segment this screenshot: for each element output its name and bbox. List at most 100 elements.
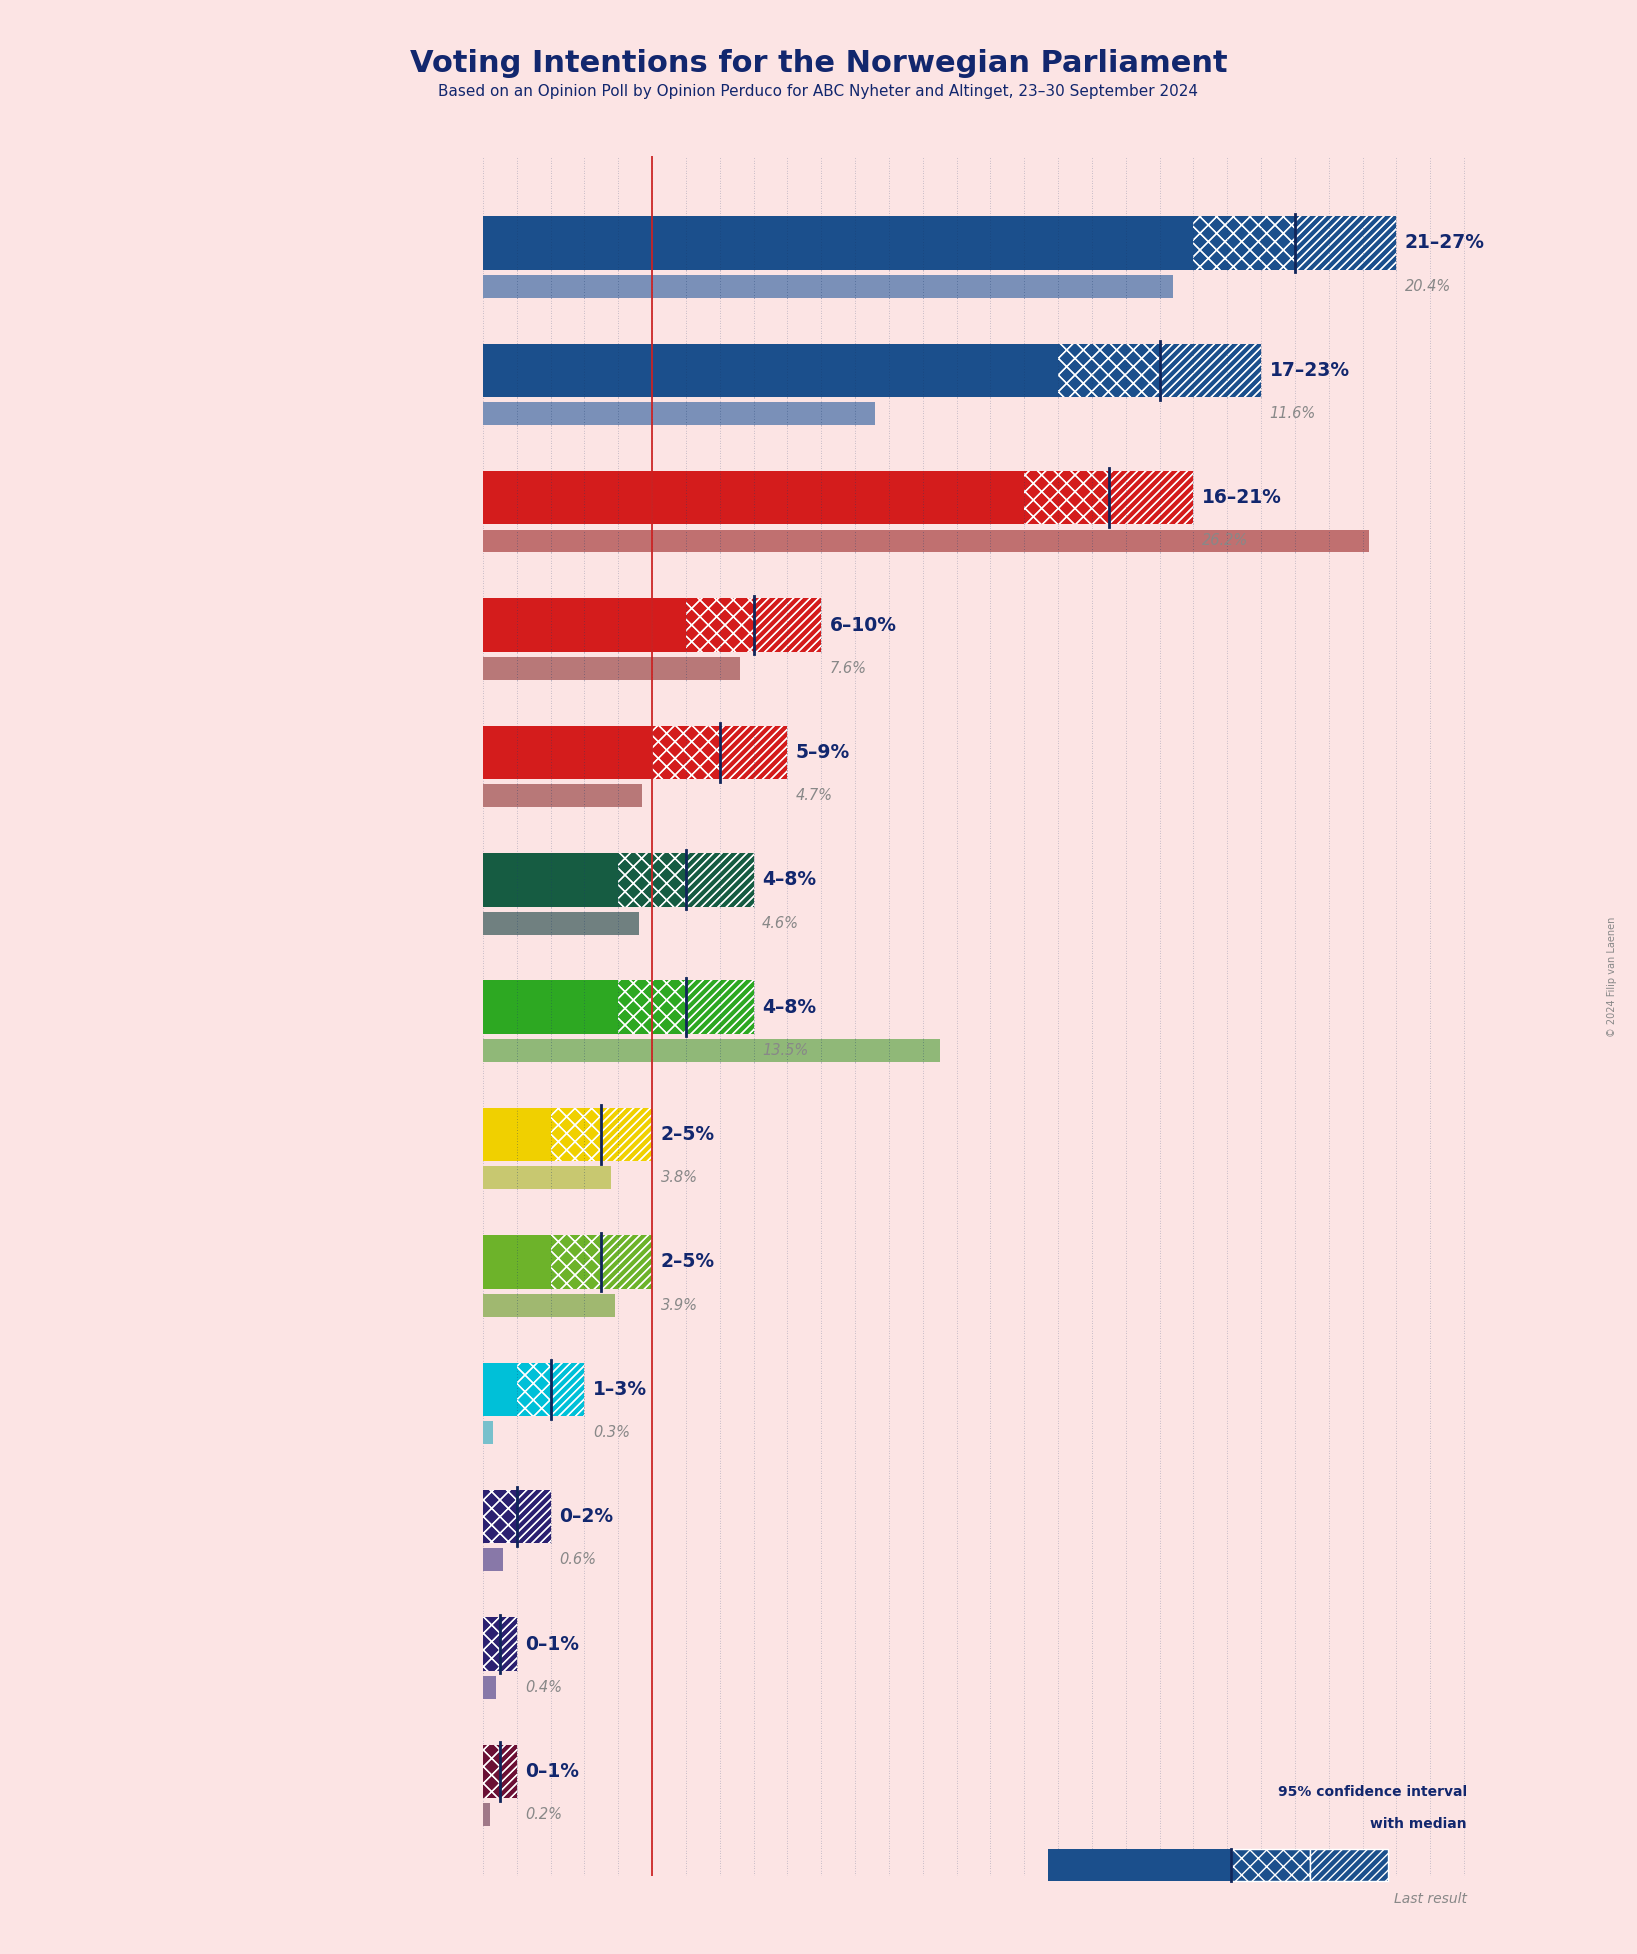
Bar bbox=[619, 854, 686, 907]
Text: 21–27%: 21–27% bbox=[1405, 233, 1485, 252]
Bar bbox=[483, 1489, 517, 1544]
Bar bbox=[1058, 344, 1159, 397]
Bar bbox=[483, 1745, 499, 1798]
Bar bbox=[483, 913, 638, 934]
Text: 2–5%: 2–5% bbox=[661, 1126, 715, 1143]
Bar bbox=[1108, 471, 1193, 524]
Text: 0.6%: 0.6% bbox=[558, 1553, 596, 1567]
Text: 20.4%: 20.4% bbox=[1405, 279, 1450, 293]
Bar bbox=[483, 1745, 499, 1798]
Bar bbox=[483, 1618, 517, 1671]
Bar bbox=[483, 1677, 496, 1698]
Text: 4.6%: 4.6% bbox=[763, 916, 799, 930]
Bar bbox=[1231, 1848, 1310, 1882]
Bar bbox=[753, 598, 822, 653]
Bar bbox=[601, 1108, 652, 1161]
Bar bbox=[483, 1362, 584, 1417]
Bar bbox=[601, 1235, 652, 1288]
Bar bbox=[499, 1745, 517, 1798]
Bar bbox=[483, 1489, 550, 1544]
Bar bbox=[483, 784, 642, 807]
Bar bbox=[483, 598, 822, 653]
Bar bbox=[499, 1618, 517, 1671]
Bar bbox=[483, 1421, 493, 1444]
Text: 17–23%: 17–23% bbox=[1270, 361, 1349, 379]
Bar bbox=[1048, 1915, 1388, 1934]
Bar bbox=[483, 403, 876, 426]
Text: with median: with median bbox=[1370, 1817, 1467, 1831]
Text: 1–3%: 1–3% bbox=[593, 1380, 647, 1399]
Text: 4–8%: 4–8% bbox=[763, 870, 817, 889]
Text: 11.6%: 11.6% bbox=[1270, 406, 1316, 422]
Text: 0–2%: 0–2% bbox=[558, 1507, 614, 1526]
Bar bbox=[483, 725, 787, 780]
Bar bbox=[1193, 217, 1295, 270]
Bar bbox=[1159, 344, 1260, 397]
Bar bbox=[483, 1294, 616, 1317]
Bar bbox=[483, 1745, 517, 1798]
Text: 0–1%: 0–1% bbox=[525, 1635, 579, 1653]
Bar bbox=[517, 1362, 550, 1417]
Bar bbox=[720, 725, 787, 780]
Bar bbox=[483, 471, 1193, 524]
Bar bbox=[1159, 344, 1260, 397]
Bar bbox=[499, 1618, 517, 1671]
Text: 0–1%: 0–1% bbox=[525, 1763, 579, 1780]
Text: 4.7%: 4.7% bbox=[796, 787, 833, 803]
Bar bbox=[601, 1235, 652, 1288]
Bar bbox=[550, 1108, 601, 1161]
Text: 4–8%: 4–8% bbox=[763, 998, 817, 1016]
Bar bbox=[483, 1167, 612, 1190]
Text: 3.8%: 3.8% bbox=[661, 1170, 697, 1186]
Bar bbox=[550, 1362, 584, 1417]
Bar bbox=[619, 854, 686, 907]
Bar bbox=[483, 344, 1260, 397]
Bar bbox=[601, 1108, 652, 1161]
Bar bbox=[686, 981, 753, 1034]
Bar bbox=[1058, 344, 1159, 397]
Bar bbox=[1310, 1848, 1388, 1882]
Bar bbox=[483, 1235, 652, 1288]
Text: Voting Intentions for the Norwegian Parliament: Voting Intentions for the Norwegian Parl… bbox=[409, 49, 1228, 78]
Bar bbox=[483, 530, 1369, 553]
Text: 6–10%: 6–10% bbox=[830, 616, 897, 635]
Bar bbox=[483, 981, 753, 1034]
Bar bbox=[483, 1489, 517, 1544]
Bar bbox=[1295, 217, 1396, 270]
Bar bbox=[1048, 1848, 1231, 1882]
Text: Last result: Last result bbox=[1393, 1893, 1467, 1907]
Text: © 2024 Filip van Laenen: © 2024 Filip van Laenen bbox=[1608, 916, 1617, 1038]
Bar bbox=[1108, 471, 1193, 524]
Bar bbox=[1025, 471, 1108, 524]
Text: 2–5%: 2–5% bbox=[661, 1253, 715, 1272]
Bar bbox=[550, 1362, 584, 1417]
Text: 16–21%: 16–21% bbox=[1202, 488, 1282, 508]
Bar bbox=[483, 1804, 489, 1827]
Bar bbox=[720, 725, 787, 780]
Bar bbox=[550, 1108, 601, 1161]
Bar bbox=[686, 598, 753, 653]
Bar bbox=[652, 725, 720, 780]
Bar bbox=[619, 981, 686, 1034]
Text: 0.4%: 0.4% bbox=[525, 1680, 561, 1694]
Bar bbox=[483, 276, 1174, 297]
Bar bbox=[686, 981, 753, 1034]
Bar bbox=[686, 598, 753, 653]
Bar bbox=[483, 657, 740, 680]
Text: 0.3%: 0.3% bbox=[593, 1424, 630, 1440]
Bar bbox=[483, 1108, 652, 1161]
Bar bbox=[517, 1362, 550, 1417]
Bar bbox=[483, 1548, 503, 1571]
Text: 13.5%: 13.5% bbox=[763, 1043, 809, 1057]
Bar bbox=[652, 725, 720, 780]
Bar bbox=[499, 1745, 517, 1798]
Text: 95% confidence interval: 95% confidence interval bbox=[1277, 1786, 1467, 1800]
Bar bbox=[753, 598, 822, 653]
Bar bbox=[483, 217, 1396, 270]
Bar bbox=[483, 854, 753, 907]
Bar bbox=[686, 854, 753, 907]
Bar bbox=[517, 1489, 550, 1544]
Bar bbox=[517, 1489, 550, 1544]
Bar bbox=[619, 981, 686, 1034]
Text: 0.2%: 0.2% bbox=[525, 1807, 561, 1823]
